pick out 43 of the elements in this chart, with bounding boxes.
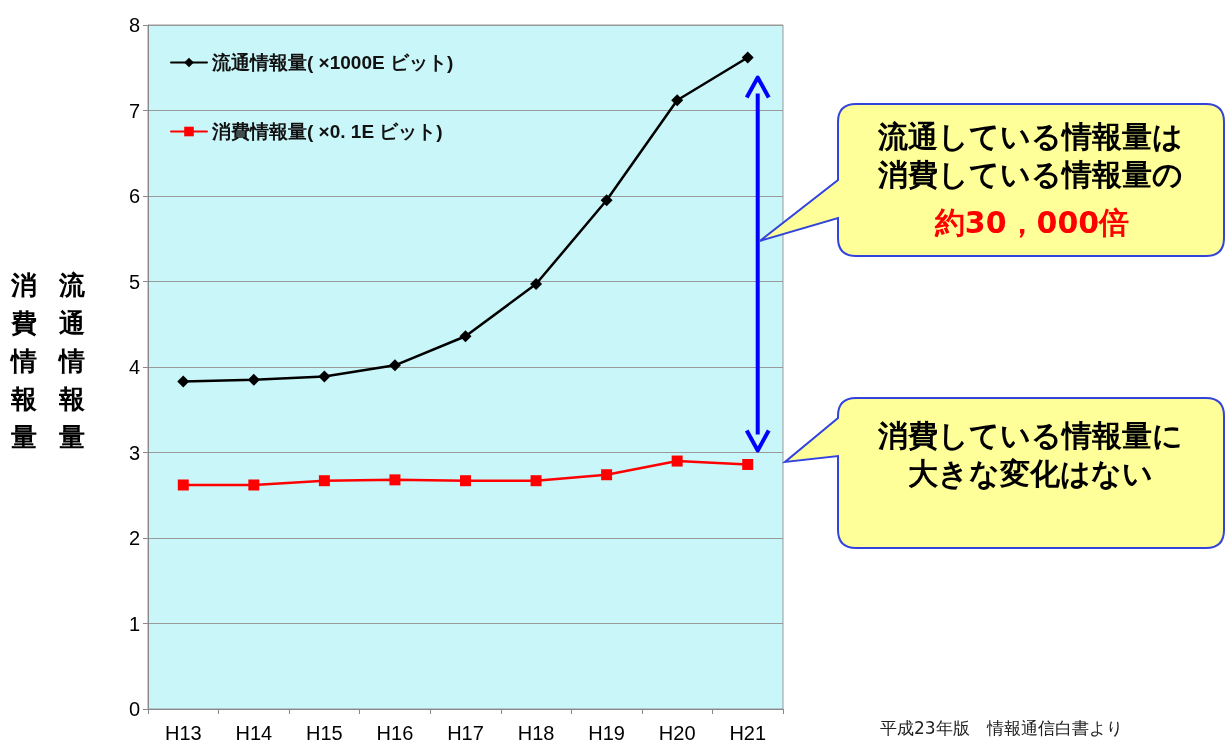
- text: 消費している情報量に大きな変化はない: [876, 417, 1184, 492]
- point: [600, 194, 613, 207]
- point: [671, 455, 683, 467]
- y-tick-label: 0: [128, 698, 140, 720]
- legend-label: 消費情報量( ×0. 1E ビット): [211, 121, 443, 142]
- y-tick-label: 1: [128, 612, 140, 635]
- point: [741, 51, 754, 64]
- legend-label: 流通情報量( ×1000E ビット): [211, 52, 454, 73]
- x-tick-label: H14: [235, 722, 273, 744]
- point: [460, 475, 471, 487]
- y-tick-label: 6: [128, 185, 140, 207]
- point: [248, 479, 260, 491]
- y-tick-label: 8: [128, 14, 140, 36]
- text: 平成23年版 情報通信白書より: [880, 718, 1123, 740]
- y-tick-label: 4: [128, 356, 140, 378]
- point: [742, 458, 754, 470]
- point: [530, 278, 543, 291]
- text: 流通情報量消費情報量: [11, 270, 85, 452]
- point: [601, 469, 613, 481]
- point: [389, 474, 401, 486]
- x-tick-label: H16: [376, 722, 414, 744]
- point: [177, 375, 190, 388]
- point: [530, 475, 542, 487]
- x-tick-label: H13: [164, 722, 202, 744]
- x-tick-label: H20: [658, 722, 696, 744]
- x-tick-label: H19: [588, 722, 625, 744]
- x-tick-label: H21: [729, 722, 767, 744]
- point: [177, 479, 189, 491]
- x-tick-label: H17: [447, 722, 484, 744]
- point: [247, 373, 260, 386]
- y-tick-label: 3: [128, 441, 140, 464]
- point: [318, 370, 331, 383]
- y-tick-label: 7: [128, 99, 140, 122]
- y-tick-label: 5: [128, 270, 140, 293]
- point: [318, 475, 330, 487]
- x-tick-label: H18: [517, 722, 555, 744]
- point: [671, 94, 684, 107]
- text: 流通している情報量は消費している情報量の: [876, 118, 1184, 193]
- text: 約30，000倍: [933, 204, 1131, 242]
- x-tick-label: H15: [306, 722, 343, 744]
- y-tick-label: 2: [128, 527, 140, 549]
- point: [459, 330, 472, 343]
- point: [388, 359, 401, 372]
